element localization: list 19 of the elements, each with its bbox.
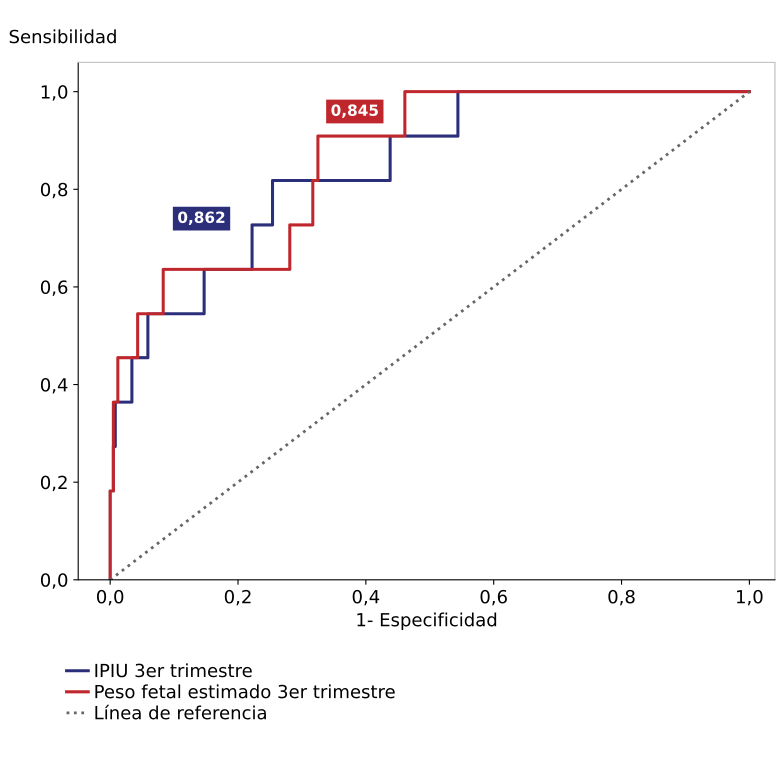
- annotation: 0,845: [331, 104, 378, 118]
- y-tick-label: 0,6: [40, 280, 68, 296]
- x-tick-label: 0,6: [480, 590, 507, 606]
- x-tick-label: 0,8: [608, 590, 635, 606]
- legend-label: Línea de referencia: [95, 704, 266, 720]
- legend-label: IPIU 3er trimestre: [95, 663, 252, 678]
- x-tick-label: 0,2: [224, 590, 251, 606]
- y-tick-label: 0,0: [40, 573, 68, 589]
- y-tick-label: 1,0: [42, 85, 68, 101]
- y-tick-label: 0,2: [40, 476, 67, 492]
- y-tick-label: 0,8: [40, 182, 68, 198]
- legend-label: Peso fetal estimado 3er trimestre: [95, 684, 395, 698]
- x-tick-label: 0,0: [96, 590, 124, 606]
- x-tick-label: 0,4: [352, 590, 380, 606]
- annotation: 0,862: [178, 212, 224, 226]
- y-axis-title: Sensibilidad: [10, 29, 116, 44]
- x-axis-title: 1- Especificidad: [357, 612, 496, 630]
- y-tick-label: 0,4: [40, 378, 68, 394]
- x-tick-label: 1,0: [737, 590, 763, 606]
